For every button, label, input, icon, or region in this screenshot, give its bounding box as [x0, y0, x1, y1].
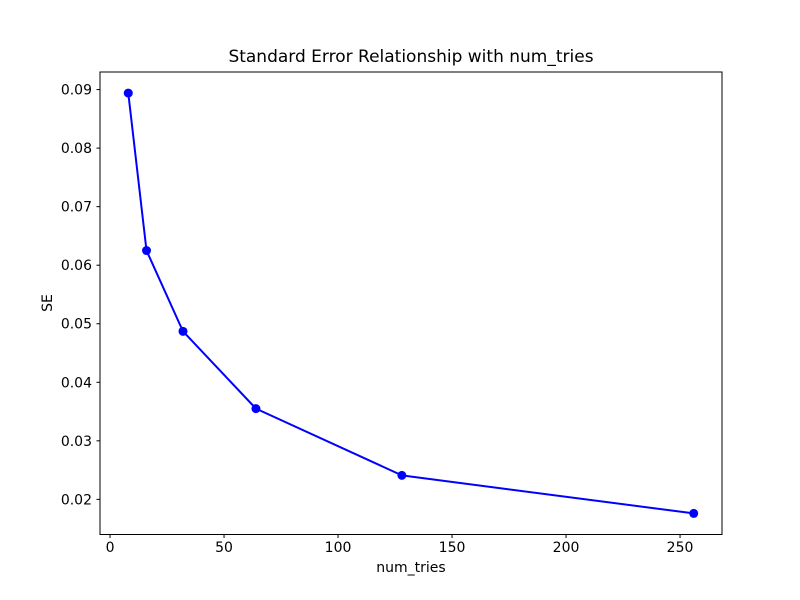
x-tick-label: 0 — [106, 540, 115, 556]
y-tick-label: 0.08 — [61, 141, 92, 157]
y-tick-label: 0.09 — [61, 83, 92, 99]
data-point — [689, 508, 699, 518]
data-point — [142, 246, 152, 256]
y-tick-label: 0.06 — [61, 258, 92, 274]
x-tick-label: 150 — [439, 540, 466, 556]
axes-frame — [99, 71, 723, 535]
data-point — [251, 404, 261, 414]
y-tick-label: 0.02 — [61, 492, 92, 508]
x-tick-label: 100 — [325, 540, 352, 556]
y-tick-label: 0.03 — [61, 434, 92, 450]
y-tick-label: 0.07 — [61, 200, 92, 216]
data-line — [127, 92, 695, 515]
x-tick-label: 200 — [553, 540, 580, 556]
data-point — [123, 88, 133, 98]
x-tick-label: 250 — [667, 540, 694, 556]
data-point — [178, 326, 188, 336]
data-point — [397, 470, 407, 480]
x-tick-label: 50 — [215, 540, 233, 556]
y-tick-label: 0.04 — [61, 375, 92, 391]
y-tick-label: 0.05 — [61, 317, 92, 333]
chart-title: Standard Error Relationship with num_tri… — [228, 47, 594, 67]
y-axis-label: SE — [40, 294, 56, 312]
x-axis-label: num_tries — [376, 560, 446, 576]
